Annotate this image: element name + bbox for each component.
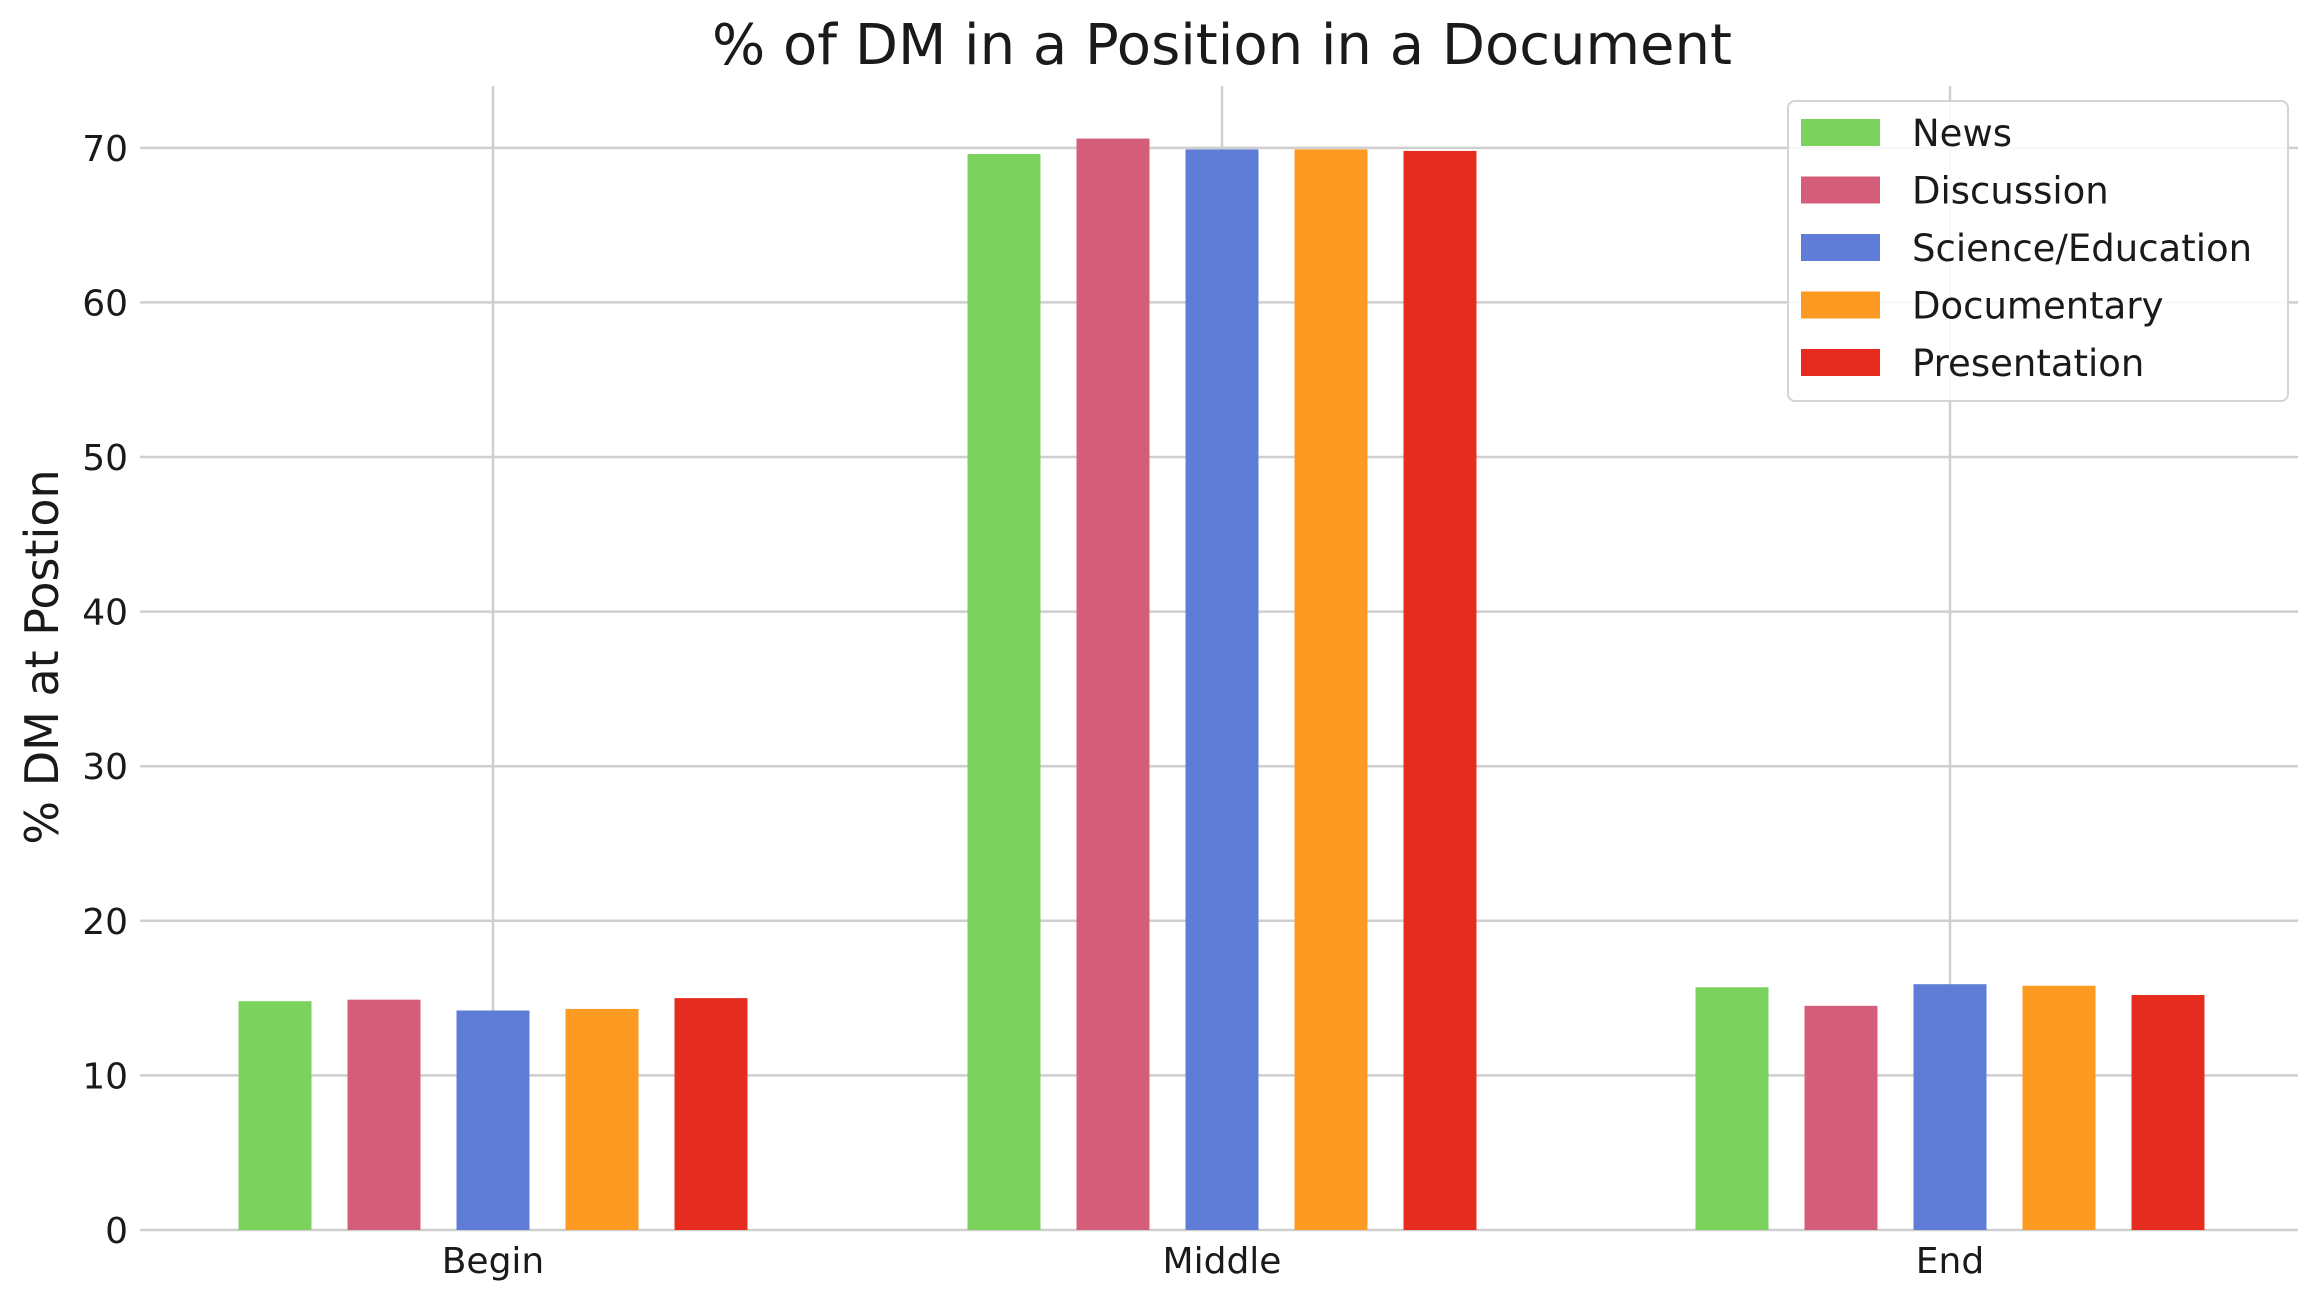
y-tick-label: 20 xyxy=(82,902,128,943)
legend-label: News xyxy=(1912,112,2012,155)
bar xyxy=(1403,150,1477,1231)
bar xyxy=(1076,138,1150,1231)
bar xyxy=(2131,995,2205,1230)
legend-swatch xyxy=(1801,234,1880,261)
bar xyxy=(1294,149,1368,1230)
bar xyxy=(1185,149,1259,1230)
y-tick-label: 0 xyxy=(105,1211,128,1252)
bar xyxy=(565,1008,639,1230)
tick-labels: 0 10 20 30 40 50 60 70 Begin Middle End xyxy=(82,129,1984,1282)
bar xyxy=(1695,987,1769,1230)
legend-label: Presentation xyxy=(1912,342,2144,385)
bar xyxy=(1804,1005,1878,1230)
legend-swatch xyxy=(1801,291,1880,319)
legend-label: Science/Education xyxy=(1912,227,2252,270)
y-axis-label: % DM at Postion xyxy=(15,469,69,844)
chart-title: % of DM in a Position in a Document xyxy=(712,13,1732,78)
bar xyxy=(1913,984,1987,1230)
legend-swatch xyxy=(1801,349,1880,376)
x-tick-label: End xyxy=(1916,1241,1984,1282)
bars xyxy=(238,138,2205,1231)
y-tick-label: 30 xyxy=(82,747,128,788)
bar xyxy=(674,998,748,1230)
legend-label: Discussion xyxy=(1912,170,2109,213)
bar xyxy=(456,1010,530,1230)
y-tick-label: 50 xyxy=(82,438,128,479)
y-tick-label: 70 xyxy=(82,129,128,170)
y-tick-label: 10 xyxy=(82,1056,128,1097)
bar xyxy=(2022,985,2096,1230)
legend-box xyxy=(1787,100,2289,402)
bar xyxy=(347,999,421,1230)
legend: News Discussion Science/Education Documenta… xyxy=(1787,100,2289,402)
bar xyxy=(967,154,1041,1231)
legend-label: Documentary xyxy=(1912,285,2163,328)
bar xyxy=(238,1001,312,1230)
y-tick-label: 40 xyxy=(82,593,128,634)
legend-swatch xyxy=(1801,176,1880,204)
x-tick-label: Begin xyxy=(442,1241,545,1282)
x-tick-label: Middle xyxy=(1163,1241,1282,1282)
y-tick-label: 60 xyxy=(82,283,128,324)
legend-swatch xyxy=(1801,119,1880,146)
